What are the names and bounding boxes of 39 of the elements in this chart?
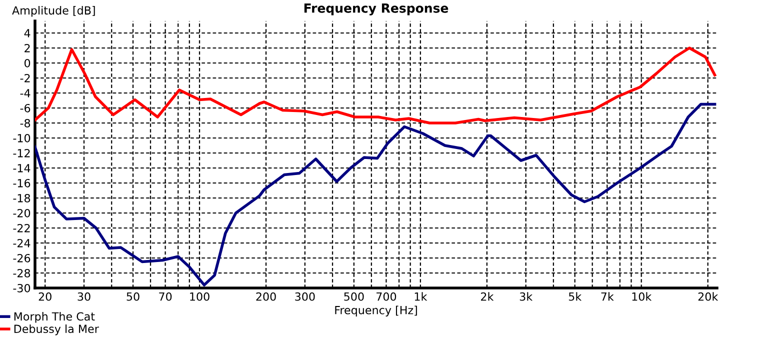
x-tick-label: 3k (520, 292, 533, 301)
y-tick-label: -8 (20, 118, 30, 128)
x-tick-label: 20 (38, 292, 52, 301)
x-tick-label: 300 (295, 292, 315, 301)
x-tick-label: 10k (632, 292, 652, 301)
x-tick-label: 30 (78, 292, 90, 301)
y-tick-label: -18 (13, 194, 30, 202)
y-tick-label: 0 (24, 58, 30, 68)
y-tick-label: -4 (20, 89, 30, 98)
x-axis-title: Frequency [Hz] (335, 306, 417, 316)
x-tick-label: 100 (190, 292, 210, 301)
x-tick-label: 2k (481, 292, 494, 301)
x-tick-label: 500 (344, 292, 364, 301)
y-tick-label: -10 (13, 134, 30, 142)
chart-title: Frequency Response (304, 4, 448, 16)
y-tick-label: -26 (13, 254, 30, 262)
y-tick-label: -22 (13, 224, 30, 232)
y-tick-label: -12 (13, 148, 30, 158)
y-tick-label: -24 (13, 238, 30, 248)
legend-label: Morph The Cat (14, 312, 95, 323)
y-tick-label: -14 (13, 164, 30, 172)
y-tick-label: 2 (24, 44, 30, 52)
y-tick-label: -28 (13, 268, 30, 278)
y-axis-title: Amplitude [dB] (12, 6, 95, 17)
x-tick-label: 20k (698, 292, 718, 301)
x-tick-label: 1k (414, 292, 428, 301)
x-tick-label: 700 (376, 292, 396, 301)
y-tick-label: -16 (13, 178, 30, 188)
legend-label: Debussy la Mer (14, 324, 99, 336)
x-tick-label: 5k (568, 292, 582, 301)
y-tick-label: -6 (20, 104, 30, 112)
y-tick-label: -30 (13, 284, 30, 292)
x-tick-label: 200 (256, 292, 276, 301)
x-tick-label: 50 (126, 292, 140, 301)
y-tick-label: -20 (13, 208, 30, 218)
x-tick-label: 70 (159, 292, 172, 301)
y-tick-label: -2 (20, 74, 30, 82)
x-tick-label: 7k (601, 292, 614, 301)
y-tick-label: 4 (24, 29, 30, 38)
